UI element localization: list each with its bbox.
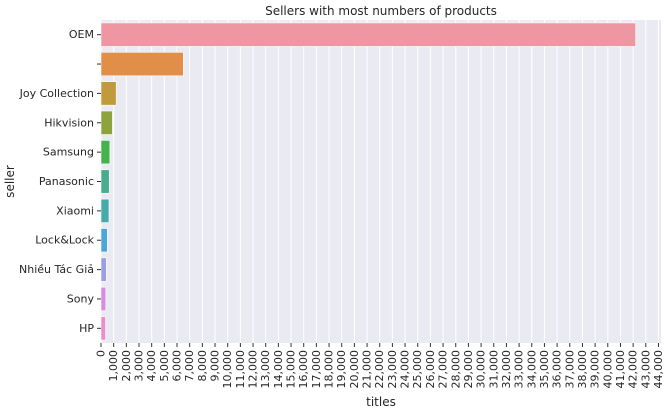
y-tick-label: Lock&Lock [35,234,94,247]
x-tick-label: 23,000 [386,350,399,389]
bar [100,316,106,341]
x-tick-label: 21,000 [361,350,374,389]
x-tick-label: 17,000 [310,350,323,389]
bar [100,286,107,311]
bar [100,257,107,282]
x-tick-label: 19,000 [335,350,348,389]
x-axis-ticks: 0 1,000 2,000 3,000 4,000 5,000 6,000 7,000 8,00… [95,343,665,389]
x-tick-label: 11,000 [234,350,247,389]
x-tick-label: 5,000 [158,350,171,382]
bar [100,81,117,106]
x-tick-label: 0 [95,350,108,357]
x-tick-label: 6,000 [171,350,184,382]
plot-area [101,20,661,343]
x-tick-label: 24,000 [399,350,412,389]
bar [100,110,113,135]
x-axis-label: titles [366,395,396,409]
x-tick-label: 26,000 [424,350,437,389]
x-tick-label: 31,000 [487,350,500,389]
x-tick-label: 43,000 [639,350,652,389]
y-tick-label: Samsung [43,146,94,159]
x-tick-label: 36,000 [551,350,564,389]
x-tick-label: 22,000 [373,350,386,389]
x-tick-label: 2,000 [120,350,133,382]
x-tick-label: 41,000 [614,350,627,389]
x-tick-label: 39,000 [589,350,602,389]
y-tick-label: HP [79,322,94,335]
bar [100,22,636,47]
x-tick-label: 35,000 [538,350,551,389]
y-tick-label: Xiaomi [56,204,94,217]
y-axis-label: seller [3,165,17,198]
x-tick-label: 16,000 [297,350,310,389]
x-tick-label: 7,000 [183,350,196,382]
bar [100,228,108,253]
x-tick-label: 44,000 [652,350,665,389]
x-tick-label: 37,000 [563,350,576,389]
x-tick-label: 25,000 [411,350,424,389]
x-tick-label: 20,000 [348,350,361,389]
y-axis-ticks: OEM Joy Collection Hikvision Samsung Panason… [19,28,101,335]
x-tick-label: 30,000 [475,350,488,389]
y-tick-label: Hikvision [44,116,94,129]
bar [100,198,110,223]
x-tick-label: 12,000 [247,350,260,389]
x-tick-label: 33,000 [513,350,526,389]
y-tick-label: Panasonic [39,175,94,188]
x-tick-label: 28,000 [449,350,462,389]
y-tick-label: Joy Collection [19,87,94,100]
y-tick-label: Nhiều Tác Giả [19,263,94,276]
x-tick-label: 14,000 [272,350,285,389]
bar [100,140,111,165]
x-tick-label: 32,000 [500,350,513,389]
x-tick-label: 13,000 [259,350,272,389]
bar [100,169,110,194]
x-tick-label: 38,000 [576,350,589,389]
x-tick-label: 1,000 [107,350,120,382]
x-tick-label: 8,000 [196,350,209,382]
x-tick-label: 27,000 [437,350,450,389]
chart-title: Sellers with most numbers of products [265,4,497,18]
x-tick-label: 3,000 [133,350,146,382]
bar [100,51,184,77]
x-tick-label: 40,000 [601,350,614,389]
x-tick-label: 4,000 [145,350,158,382]
x-tick-label: 42,000 [627,350,640,389]
y-tick-label: OEM [69,28,94,41]
x-tick-label: 15,000 [285,350,298,389]
x-tick-label: 29,000 [462,350,475,389]
y-tick-label: Sony [67,292,95,305]
x-tick-label: 10,000 [221,350,234,389]
x-tick-label: 9,000 [209,350,222,382]
x-tick-label: 34,000 [525,350,538,389]
x-tick-label: 18,000 [323,350,336,389]
